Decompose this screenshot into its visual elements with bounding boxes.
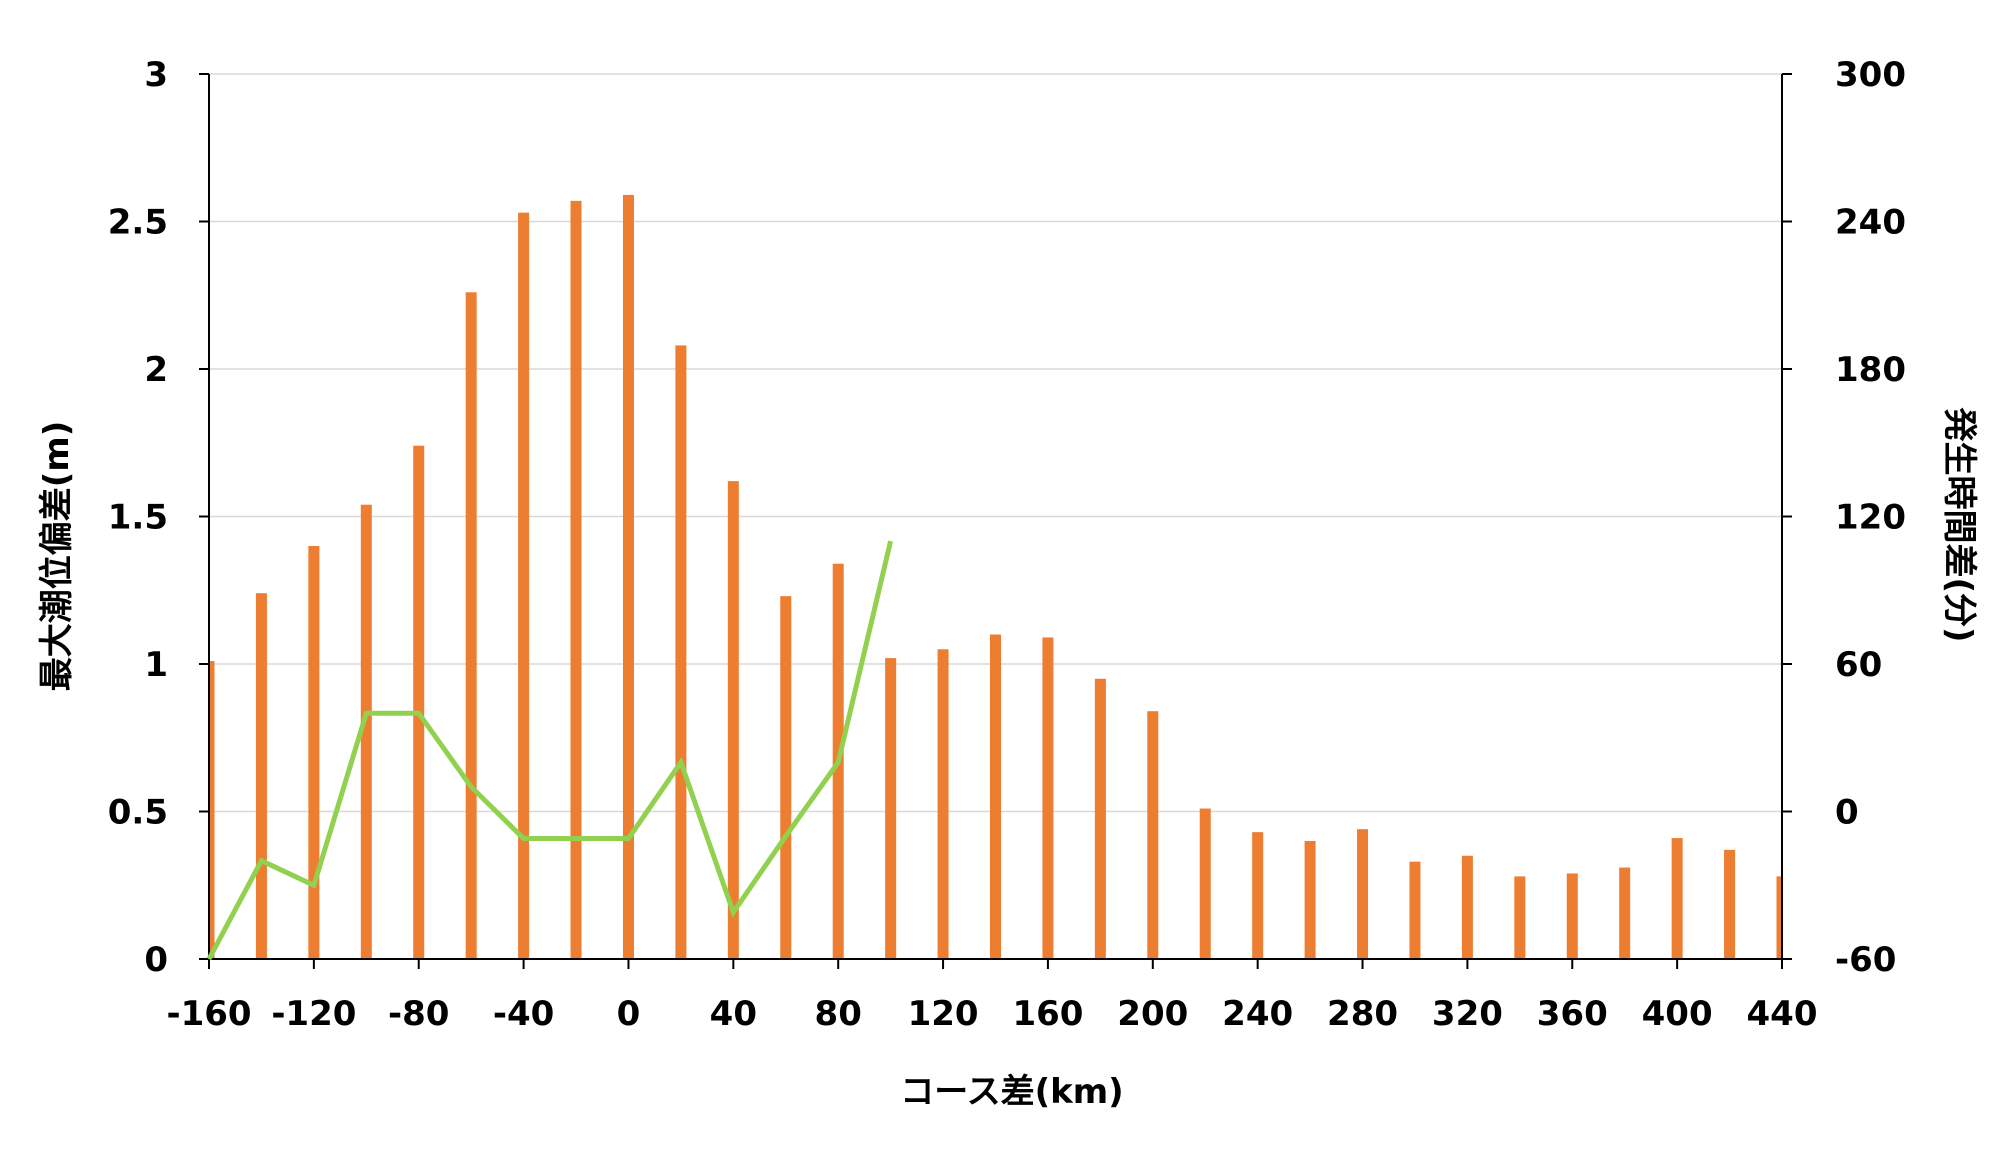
y-right-tick-label: -60 <box>1835 940 1896 980</box>
bar <box>255 593 267 959</box>
bar <box>622 194 634 959</box>
x-tick-label: 0 <box>617 994 641 1034</box>
y-right-tick-label: 180 <box>1835 350 1906 390</box>
x-tick-label: 360 <box>1537 994 1608 1034</box>
y-left-tick-label: 2 <box>144 350 168 390</box>
bar <box>990 634 1001 959</box>
bar <box>413 445 425 959</box>
y-left-tick-label: 0 <box>144 940 168 980</box>
tick-labels: -160 -120 -80 -40 0 40 80 120 160 200 240 280 320 360… <box>108 55 1906 1034</box>
line-series-path <box>206 540 894 961</box>
y-right-tick-label: 300 <box>1835 55 1906 95</box>
bar <box>1357 829 1369 959</box>
bar <box>1199 808 1211 959</box>
y-axis-left-title: 最大潮位偏差(m) <box>37 421 77 692</box>
bar <box>360 504 372 959</box>
bar <box>1147 711 1159 959</box>
y-right-tick-label: 60 <box>1835 645 1882 685</box>
x-tick-label: -120 <box>271 994 356 1034</box>
x-tick-label: 280 <box>1327 994 1398 1034</box>
bar <box>308 546 320 959</box>
bar <box>885 658 897 959</box>
y-left-tick-label: 2.5 <box>108 203 168 243</box>
x-axis-title: コース差(km) <box>900 1072 1123 1112</box>
y-right-tick-label: 120 <box>1835 498 1906 538</box>
bar <box>1514 876 1526 959</box>
x-tick-label: 240 <box>1222 994 1293 1034</box>
x-tick-label: 200 <box>1117 994 1188 1034</box>
bar <box>1252 832 1264 959</box>
bar <box>1094 678 1106 959</box>
y-axis-right-title: 発生時間差(分) <box>1939 407 1979 642</box>
bar <box>1042 637 1054 959</box>
axes <box>199 73 1792 969</box>
x-tick-label: 160 <box>1012 994 1083 1034</box>
bar <box>937 649 949 959</box>
bar <box>465 292 477 959</box>
x-tick-label: 320 <box>1432 994 1503 1034</box>
x-tick-label: 120 <box>908 994 979 1034</box>
x-tick-label: 40 <box>710 994 757 1034</box>
y-left-tick-label: 0.5 <box>108 793 168 833</box>
bar <box>1619 867 1631 959</box>
y-left-tick-label: 1 <box>144 645 168 685</box>
bar <box>1409 861 1421 959</box>
x-tick-label: 400 <box>1642 994 1713 1034</box>
bar <box>1671 838 1683 959</box>
bar <box>570 200 582 960</box>
y-left-tick-label: 1.5 <box>108 498 168 538</box>
bar <box>1776 876 1782 959</box>
line-series <box>206 540 894 961</box>
bar <box>727 481 739 959</box>
x-tick-label: -80 <box>388 994 449 1034</box>
bar <box>209 661 215 959</box>
x-tick-label: 80 <box>815 994 862 1034</box>
y-right-tick-label: 240 <box>1835 203 1906 243</box>
bar-series <box>209 194 1782 960</box>
x-tick-label: -40 <box>493 994 554 1034</box>
y-right-tick-label: 0 <box>1835 793 1859 833</box>
bar <box>1304 841 1316 959</box>
bar <box>518 212 530 959</box>
bar <box>1566 873 1578 959</box>
bar <box>675 345 687 959</box>
x-tick-label: 440 <box>1747 994 1818 1034</box>
bar <box>780 596 792 959</box>
x-tick-label: -160 <box>166 994 251 1034</box>
y-left-tick-label: 3 <box>144 55 168 95</box>
bar <box>1724 849 1736 959</box>
bar <box>1461 855 1473 959</box>
